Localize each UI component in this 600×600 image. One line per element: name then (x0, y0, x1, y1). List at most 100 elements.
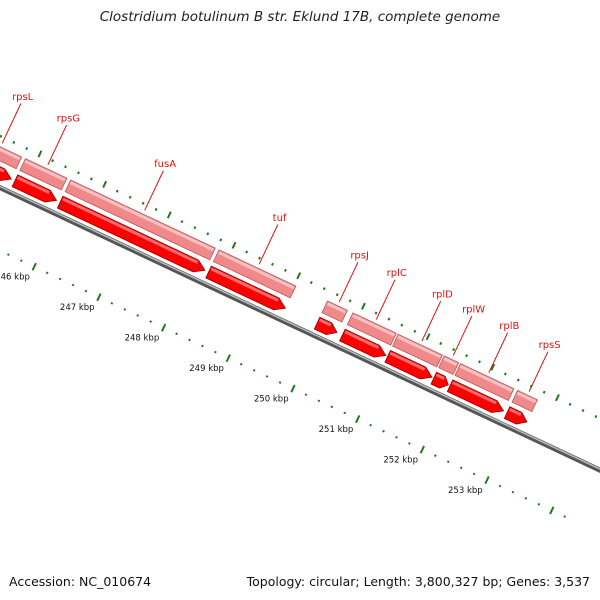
gene-label-rpsJ: rpsJ (350, 251, 369, 262)
tick-marks-lower (7, 253, 567, 518)
tick-mark (123, 308, 127, 311)
leader-line-rplB (488, 332, 509, 373)
tick-mark (89, 177, 93, 181)
tick-mark (206, 232, 210, 236)
tick-mark (452, 348, 456, 352)
tick-mark (161, 323, 167, 332)
tick-mark (563, 515, 567, 518)
tick-mark (58, 277, 62, 281)
leader-line-rpsS (528, 351, 549, 392)
feature-bar-tuf (212, 249, 297, 299)
tick-mark (400, 323, 404, 327)
tick-mark (360, 302, 366, 310)
feature-arrow-highlight (0, 167, 5, 173)
tick-mark (231, 241, 237, 249)
tick-mark (503, 372, 507, 376)
tick-mark (284, 268, 287, 272)
backbone-line (0, 184, 600, 473)
tick-mark (271, 262, 274, 266)
tick-mark (96, 293, 102, 302)
leader-line-rpsG (47, 124, 68, 166)
tick-mark (110, 301, 114, 305)
tick-mark (31, 262, 37, 271)
tick-mark (7, 253, 10, 256)
leader-line-rpsL (1, 103, 22, 144)
feature-bar-highlight (352, 314, 395, 337)
feature-arrow-highlight (344, 330, 380, 349)
tick-mark (511, 490, 515, 494)
feature-arrow-highlight (210, 267, 279, 302)
feature-bar-rplB (454, 363, 515, 402)
tick-mark (225, 354, 231, 363)
feature-arrow-rpsS (503, 406, 528, 425)
gene-labels: rpsL rpsG fusA tuf rpsJ rplC rplD rplW rplB rpsS (1, 92, 561, 392)
leader-line-tuf (258, 224, 279, 265)
gene-label-rpsL: rpsL (12, 92, 34, 103)
tick-mark (446, 460, 450, 464)
tick-mark (219, 238, 223, 242)
tick-mark (419, 445, 425, 454)
tick-mark (193, 226, 197, 230)
feature-bar-highlight (69, 181, 214, 252)
tick-mark (395, 436, 398, 439)
tick-mark (478, 360, 481, 364)
tick-mark (472, 472, 476, 476)
accession-text: Accession: NC_010674 (9, 574, 152, 589)
tick-mark (549, 506, 555, 515)
tick-mark (166, 211, 172, 219)
feature-bar-highlight (24, 160, 66, 182)
tick-mark (245, 250, 249, 254)
kbp-label: 250 kbp (254, 395, 289, 405)
tick-mark (154, 207, 158, 211)
feature-bar-rplW (438, 355, 460, 376)
kbp-label: 246 kbp (0, 273, 30, 283)
genome-title: Clostridium botulinum B str. Eklund 17B,… (99, 9, 501, 25)
tick-mark (149, 320, 153, 323)
feature-arrow-highlight (16, 176, 50, 194)
tick-mark (77, 171, 80, 175)
kbp-label: 252 kbp (383, 456, 418, 466)
tick-mark (102, 180, 108, 188)
tick-mark (128, 195, 132, 199)
tick-mark (64, 165, 67, 169)
tick-mark (239, 362, 243, 366)
tick-mark (201, 344, 204, 348)
kbp-label: 249 kbp (189, 364, 224, 374)
genome-summary-text: Topology: circular; Length: 3,800,327 bp… (246, 574, 590, 589)
tick-mark (490, 363, 496, 371)
kbp-label: 253 kbp (448, 486, 483, 496)
tick-mark (304, 393, 308, 397)
tick-mark (115, 189, 119, 193)
gene-label-rpsG: rpsG (57, 113, 80, 124)
leader-line-fusA (144, 170, 164, 211)
feature-arrow-highlight (452, 381, 497, 405)
feature-bar-highlight (397, 335, 442, 359)
feature-bar-highlight (218, 251, 295, 290)
tick-mark (408, 442, 411, 445)
tick-mark (555, 394, 560, 402)
tick-mark (71, 283, 75, 287)
gene-label-rplW: rplW (462, 304, 485, 315)
tick-mark (369, 423, 372, 427)
tick-mark (498, 484, 502, 488)
tick-mark (175, 332, 178, 336)
tick-mark (343, 411, 347, 415)
tick-mark (581, 408, 585, 413)
leader-line-rpsJ (338, 262, 359, 303)
feature-arrow-rpsJ (313, 316, 338, 336)
tick-mark (25, 146, 29, 151)
tick-mark (374, 311, 378, 315)
feature-bar-highlight (0, 147, 21, 161)
tick-mark (188, 338, 191, 342)
tick-mark (439, 341, 443, 346)
tick-mark (296, 272, 302, 280)
gene-label-tuf: tuf (273, 213, 287, 224)
tick-mark (524, 496, 528, 500)
leader-line-rplD (421, 301, 442, 342)
feature-arrow-highlight (389, 351, 426, 371)
tick-mark (309, 280, 313, 285)
tick-mark (459, 466, 463, 470)
feature-bar-highlight (459, 364, 513, 392)
tick-mark (322, 287, 326, 291)
gene-label-rplD: rplD (432, 290, 453, 301)
